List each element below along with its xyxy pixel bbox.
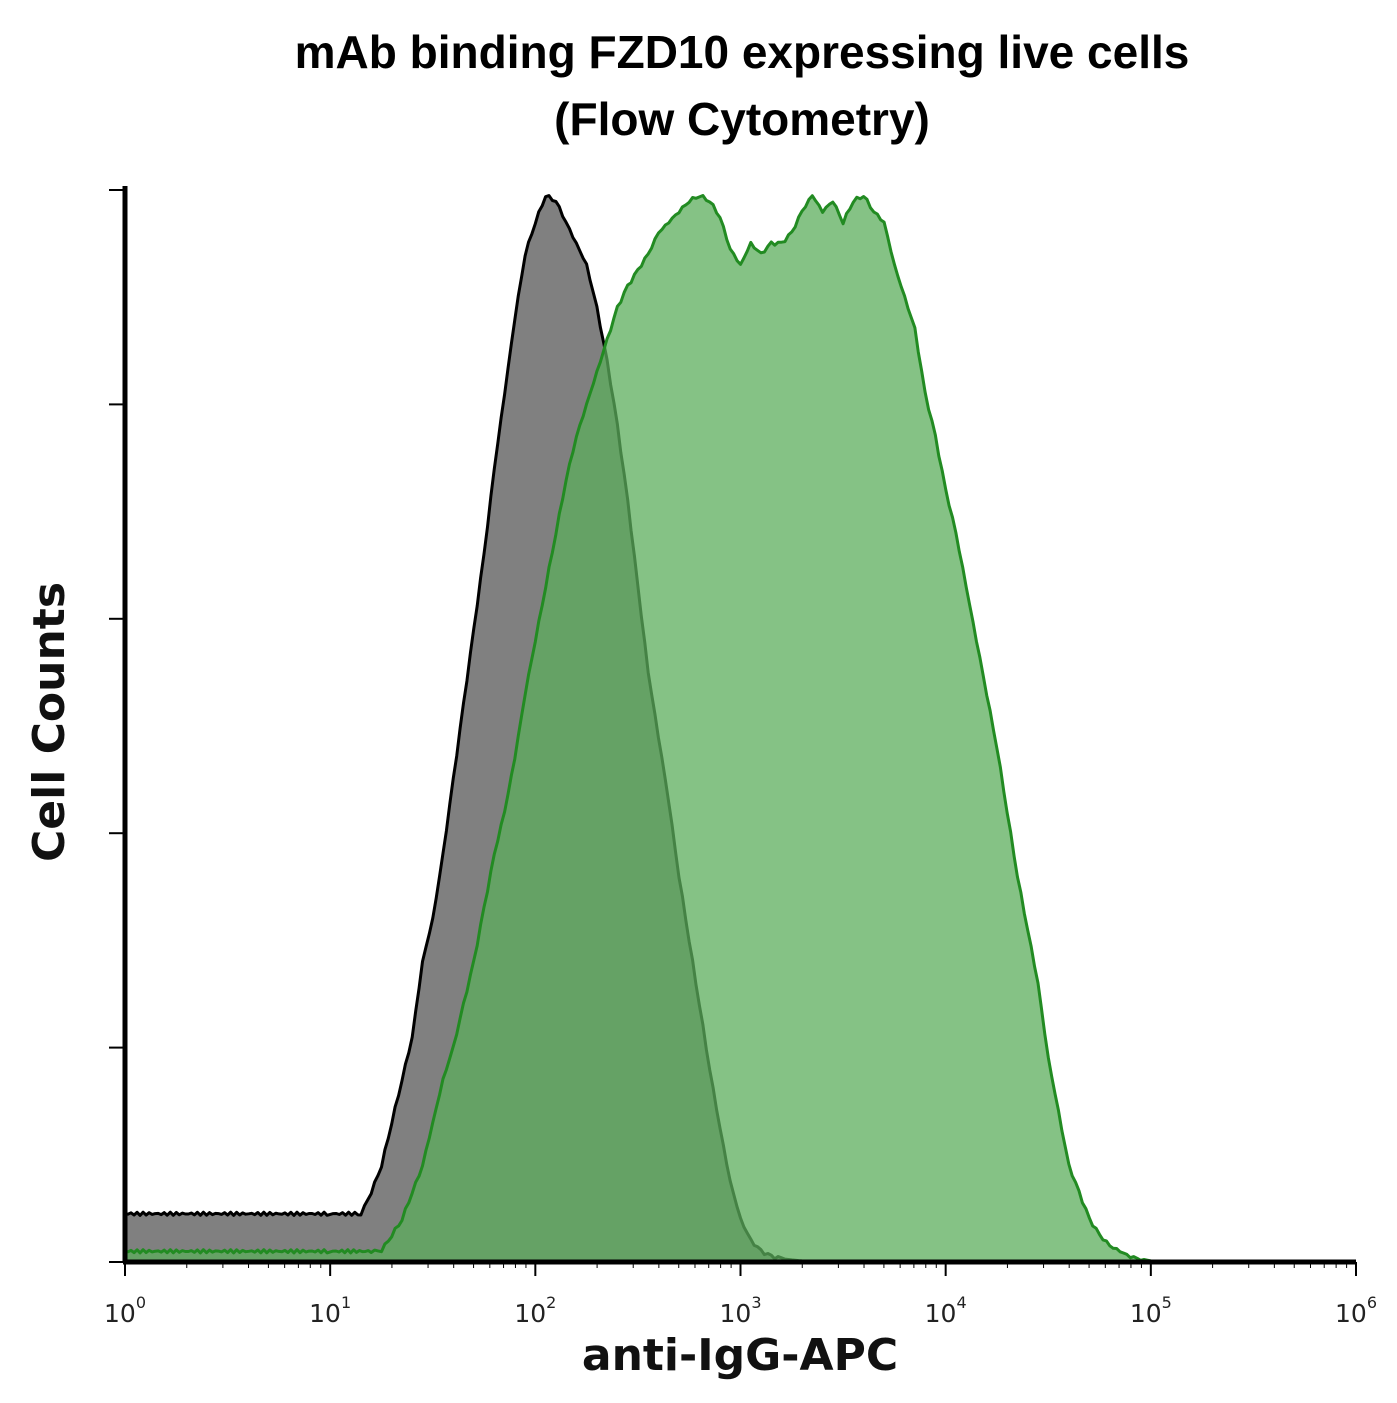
x-tick-label: 101 <box>309 1293 351 1328</box>
chart-title-line-2: (Flow Cytometry) <box>554 93 930 145</box>
plot-area: 100 101 102 103 104 105 106 <box>104 186 1377 1328</box>
x-tick-label: 102 <box>514 1293 556 1328</box>
sample-histogram-outline <box>124 194 1233 1264</box>
x-tick-label: 106 <box>1335 1293 1377 1328</box>
chart-title-line-1: mAb binding FZD10 expressing live cells <box>295 26 1190 78</box>
sample-histogram-area <box>125 195 1233 1262</box>
y-axis-label: Cell Counts <box>24 582 75 862</box>
x-tick-label: 103 <box>720 1293 762 1328</box>
x-tick-label: 105 <box>1130 1293 1172 1328</box>
x-tick-label: 104 <box>925 1293 967 1328</box>
x-tick-label: 100 <box>104 1293 146 1328</box>
x-axis-label: anti-IgG-APC <box>582 1330 898 1381</box>
